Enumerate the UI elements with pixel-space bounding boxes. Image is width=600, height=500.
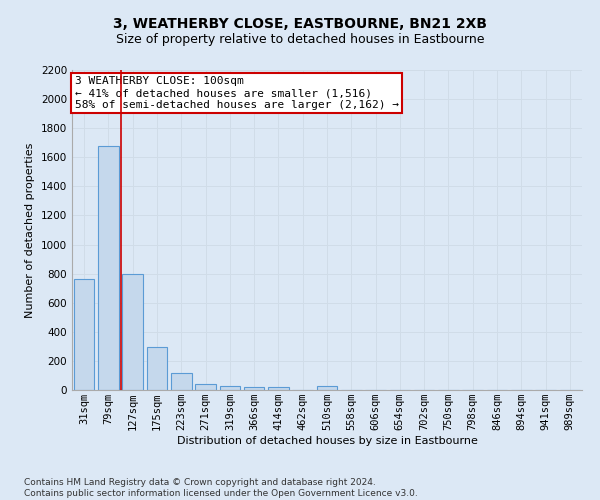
Bar — [146, 347, 167, 390]
Y-axis label: Number of detached properties: Number of detached properties — [25, 142, 35, 318]
Text: 3, WEATHERBY CLOSE, EASTBOURNE, BN21 2XB: 3, WEATHERBY CLOSE, EASTBOURNE, BN21 2XB — [113, 18, 487, 32]
Bar — [74, 280, 94, 390]
Bar — [171, 374, 191, 390]
Bar — [268, 388, 289, 390]
Text: Size of property relative to detached houses in Eastbourne: Size of property relative to detached ho… — [116, 32, 484, 46]
Text: 3 WEATHERBY CLOSE: 100sqm
← 41% of detached houses are smaller (1,516)
58% of se: 3 WEATHERBY CLOSE: 100sqm ← 41% of detac… — [74, 76, 398, 110]
Bar — [122, 274, 143, 390]
X-axis label: Distribution of detached houses by size in Eastbourne: Distribution of detached houses by size … — [176, 436, 478, 446]
Bar — [244, 387, 265, 390]
Bar — [195, 384, 216, 390]
Text: Contains HM Land Registry data © Crown copyright and database right 2024.
Contai: Contains HM Land Registry data © Crown c… — [24, 478, 418, 498]
Bar — [317, 386, 337, 390]
Bar — [220, 386, 240, 390]
Bar — [98, 146, 119, 390]
